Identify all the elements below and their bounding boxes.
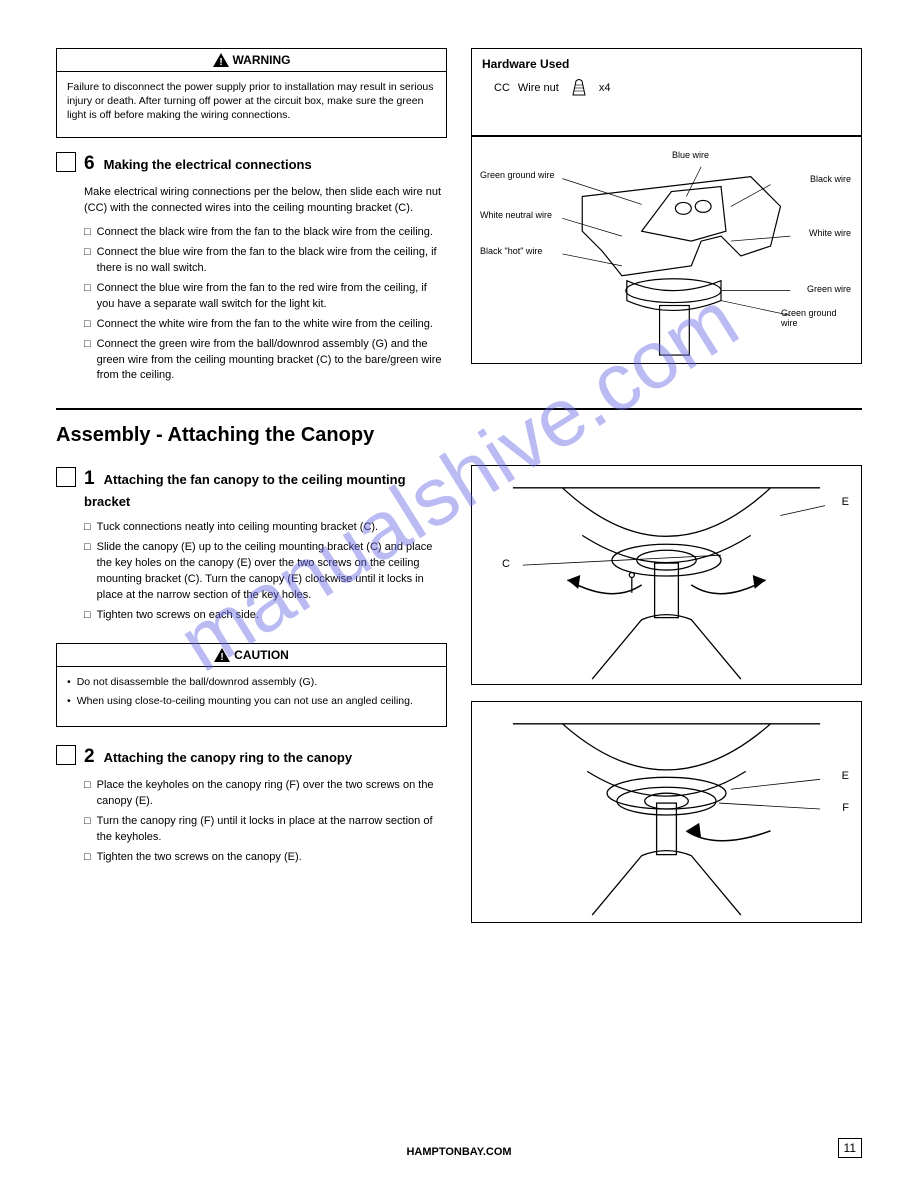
- step-6-num: 6: [84, 153, 95, 174]
- hardware-qty: x4: [599, 82, 611, 94]
- step-2-checkbox[interactable]: [56, 745, 76, 765]
- fig1-label-h: Green ground wire: [781, 309, 851, 329]
- warning-header: ! WARNING: [57, 49, 446, 72]
- caution-box: ! CAUTION • Do not disassemble the ball/d…: [56, 643, 447, 726]
- step-1: 1 Attaching the fan canopy to the ceilin…: [56, 465, 447, 627]
- list-glyph: □: [84, 337, 91, 385]
- hardware-name: Wire nut: [518, 82, 559, 94]
- caution-icon: !: [214, 648, 230, 662]
- list-glyph: □: [84, 608, 91, 624]
- step-1-p1: Tuck connections neatly into ceiling mou…: [97, 520, 378, 536]
- step-6-title: Making the electrical connections: [104, 157, 312, 172]
- fig1-label-b: White neutral wire: [480, 211, 552, 221]
- warning-box-top: ! WARNING Failure to disconnect the powe…: [56, 48, 447, 138]
- step-2-p3: Tighten the two screws on the canopy (E)…: [97, 850, 302, 866]
- fig1-label-g: Green wire: [807, 285, 851, 295]
- list-glyph: □: [84, 540, 91, 604]
- footer-link[interactable]: HAMPTONBAY.COM: [406, 1146, 511, 1158]
- section-rule: [56, 408, 862, 410]
- step-6-li4: Connect the white wire from the fan to t…: [97, 317, 433, 333]
- list-glyph: □: [84, 520, 91, 536]
- step-1-num: 1: [84, 468, 95, 489]
- warning-label: WARNING: [233, 53, 291, 67]
- fig3-label-f: F: [842, 802, 849, 814]
- fig1-label-a: Green ground wire: [480, 171, 555, 181]
- step-6: 6 Making the electrical connections Make…: [56, 150, 447, 389]
- fig1-label-e: Black wire: [810, 175, 851, 185]
- figure-canopy-ring: E F: [471, 701, 862, 923]
- step-2: 2 Attaching the canopy ring to the canop…: [56, 743, 447, 870]
- step-2-p1: Place the keyholes on the canopy ring (F…: [97, 778, 447, 810]
- caution-li2: When using close-to-ceiling mounting you…: [77, 694, 413, 708]
- caution-li1: Do not disassemble the ball/downrod asse…: [77, 675, 317, 689]
- warning-body: Failure to disconnect the power supply p…: [57, 72, 446, 137]
- figure-canopy-attach: E C: [471, 465, 862, 685]
- list-glyph: □: [84, 850, 91, 866]
- list-glyph: □: [84, 225, 91, 241]
- list-glyph: □: [84, 778, 91, 810]
- fig1-label-d: Blue wire: [672, 151, 709, 161]
- fig1-label-c: Black "hot" wire: [480, 247, 542, 257]
- step-6-li2: Connect the blue wire from the fan to th…: [97, 245, 447, 277]
- step-6-li1: Connect the black wire from the fan to t…: [97, 225, 433, 241]
- step-1-p2: Slide the canopy (E) up to the ceiling m…: [97, 540, 447, 604]
- list-glyph: •: [67, 675, 71, 689]
- step-6-p1: Make electrical wiring connections per t…: [84, 185, 447, 217]
- fig2-label-e: E: [842, 496, 849, 508]
- fig2-label-c: C: [502, 558, 510, 570]
- step-6-checkbox[interactable]: [56, 152, 76, 172]
- list-glyph: □: [84, 814, 91, 846]
- hardware-letter: CC: [494, 82, 510, 94]
- step-2-title: Attaching the canopy ring to the canopy: [104, 750, 352, 765]
- list-glyph: •: [67, 694, 71, 708]
- fig3-label-e: E: [842, 770, 849, 782]
- list-glyph: □: [84, 281, 91, 313]
- caution-label: CAUTION: [234, 648, 289, 662]
- svg-text:!: !: [220, 652, 223, 662]
- fig1-label-f: White wire: [809, 229, 851, 239]
- svg-text:!: !: [219, 57, 222, 67]
- step-1-title: Attaching the fan canopy to the ceiling …: [84, 472, 406, 509]
- step-6-li5: Connect the green wire from the ball/dow…: [97, 337, 447, 385]
- wire-nut-icon: [567, 77, 591, 99]
- hardware-box: Hardware Used CC Wire nut x4: [471, 48, 862, 136]
- list-glyph: □: [84, 245, 91, 277]
- step-6-li3: Connect the blue wire from the fan to th…: [97, 281, 447, 313]
- caution-header: ! CAUTION: [57, 644, 446, 667]
- warning-icon: !: [213, 53, 229, 67]
- caution-body: • Do not disassemble the ball/downrod ass…: [57, 667, 446, 725]
- step-1-checkbox[interactable]: [56, 467, 76, 487]
- section-title: Assembly - Attaching the Canopy: [56, 424, 862, 447]
- hardware-title: Hardware Used: [482, 57, 851, 71]
- list-glyph: □: [84, 317, 91, 333]
- step-2-num: 2: [84, 746, 95, 767]
- page-number: 11: [838, 1138, 862, 1158]
- figure-wiring: Green ground wire White neutral wire Bla…: [471, 136, 862, 364]
- step-2-p2: Turn the canopy ring (F) until it locks …: [97, 814, 447, 846]
- step-1-p3: Tighten two screws on each side.: [97, 608, 259, 624]
